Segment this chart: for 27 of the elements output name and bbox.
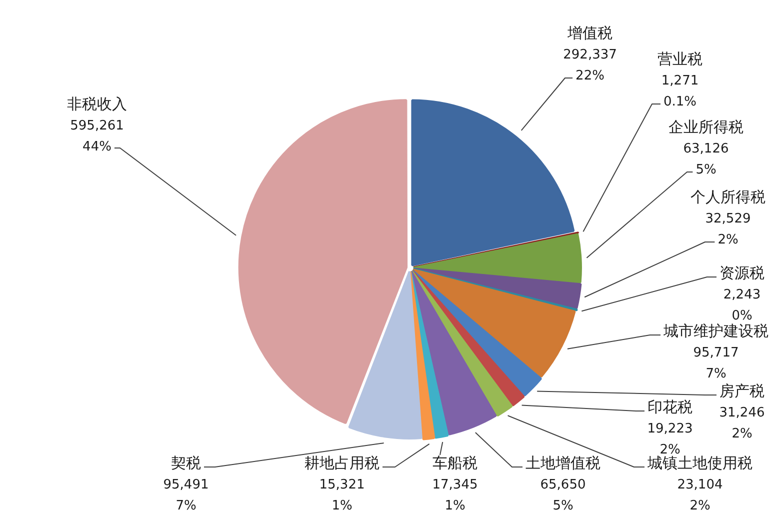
data-label: 23,104 2%: [677, 477, 723, 514]
data-label: 32,529 2%: [705, 211, 751, 248]
slice-label: 契税: [171, 454, 201, 472]
data-label: 17,345 1%: [432, 477, 478, 514]
slice-label: 耕地占用税: [304, 454, 380, 472]
data-label: 595,261 44%: [70, 118, 124, 154]
slice-label: 车船税: [432, 454, 478, 472]
data-label: 1,271 0.1%: [661, 73, 699, 110]
data-label: 65,650 5%: [540, 477, 586, 514]
data-label: 95,491 7%: [163, 477, 209, 514]
data-label: 63,126 5%: [683, 141, 729, 178]
data-label: 2,243 0%: [723, 287, 761, 324]
slice-label: 土地增值税: [526, 454, 600, 472]
slice-label: 房产税: [720, 382, 764, 400]
slice-label: 营业税: [658, 50, 702, 68]
slice-label: 资源税: [720, 264, 764, 282]
slice-label: 企业所得税: [668, 118, 744, 136]
slice-label: 城市维护建设税: [662, 322, 768, 340]
slice-label: 增值税: [566, 24, 612, 42]
slice-label: 个人所得税: [690, 188, 766, 206]
data-label: 31,246 2%: [719, 405, 765, 442]
slice-label: 印花税: [648, 398, 692, 416]
data-label: 15,321 1%: [319, 477, 365, 514]
data-label: 95,717 7%: [693, 345, 739, 382]
slice-label: 非税收入: [67, 94, 127, 113]
data-label: 292,337 22%: [563, 47, 617, 84]
slice-label: 城镇土地使用税: [646, 454, 752, 472]
